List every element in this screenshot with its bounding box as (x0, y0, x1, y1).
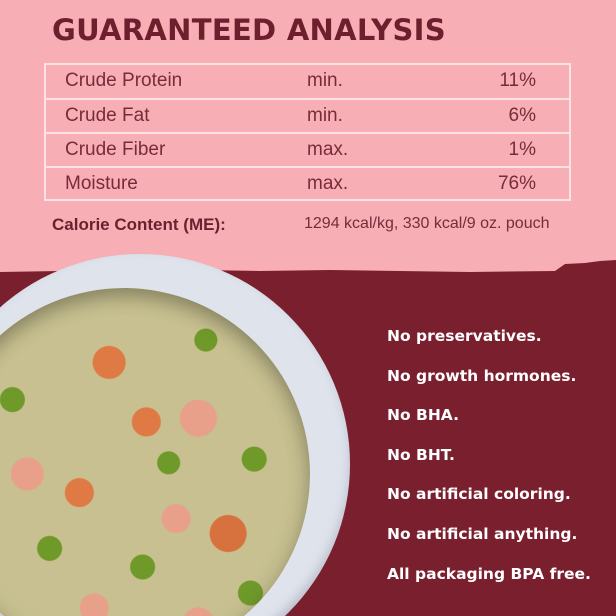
guaranteed-analysis-table: Crude Protein min. 11% Crude Fat min. 6%… (44, 63, 571, 201)
calorie-label: Calorie Content (ME): (52, 215, 226, 234)
claim-item: No preservatives. (387, 327, 542, 345)
nutrient-name: Crude Protein (65, 70, 183, 91)
table-row: Crude Fiber max. 1% (46, 132, 569, 167)
table-row: Crude Fat min. 6% (46, 98, 569, 133)
nutrient-value: 11% (499, 70, 536, 91)
page-title: GUARANTEED ANALYSIS (52, 13, 446, 47)
nutrient-name: Crude Fiber (65, 139, 166, 160)
nutrient-value: 6% (508, 105, 536, 126)
nutrient-value: 1% (508, 139, 536, 160)
claim-item: No BHT. (387, 445, 455, 464)
claim-item: No growth hormones. (387, 366, 577, 385)
nutrient-value: 76% (497, 173, 536, 194)
nutrient-name: Moisture (65, 173, 138, 194)
nutrient-qualifier: min. (307, 105, 343, 126)
nutrient-qualifier: max. (307, 173, 349, 194)
nutrient-qualifier: max. (307, 139, 349, 160)
product-claims-list: No preservatives. No growth hormones. No… (387, 322, 591, 599)
table-row: Moisture max. 76% (46, 166, 569, 201)
claim-item: No artificial anything. (387, 524, 578, 543)
claim-item: All packaging BPA free. (387, 564, 591, 583)
nutrient-name: Crude Fat (65, 105, 150, 126)
calorie-value: 1294 kcal/kg, 330 kcal/9 oz. pouch (304, 215, 550, 232)
claim-item: No artificial coloring. (387, 485, 571, 504)
nutrient-qualifier: min. (307, 70, 343, 91)
claim-item: No BHA. (387, 406, 459, 425)
table-row: Crude Protein min. 11% (46, 65, 569, 98)
